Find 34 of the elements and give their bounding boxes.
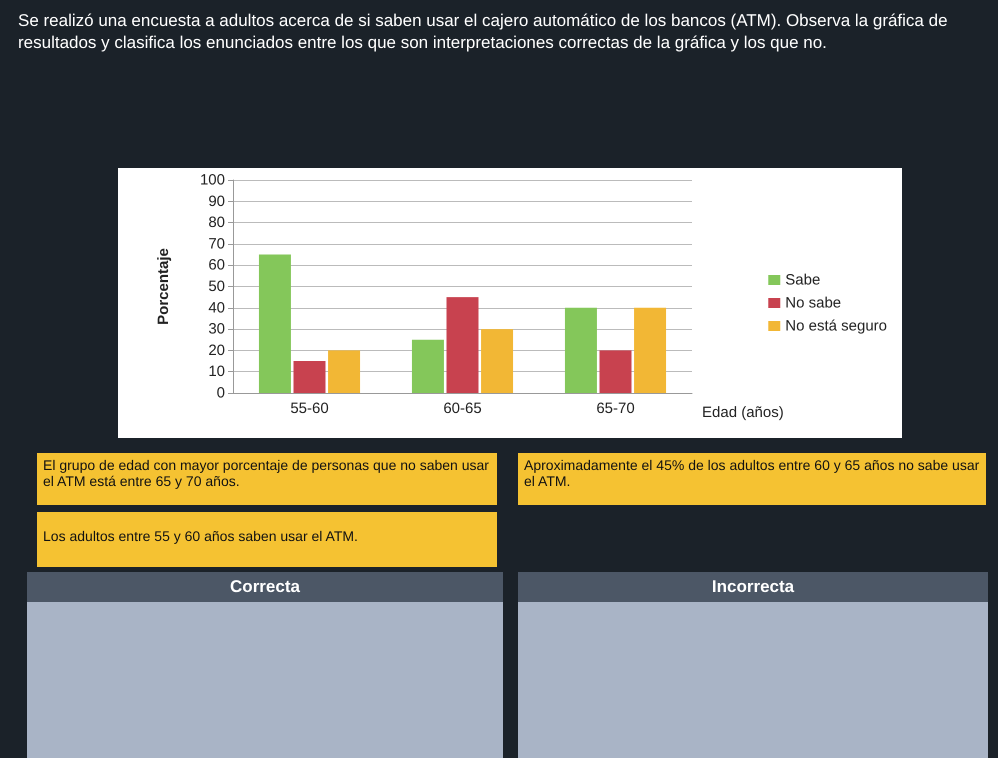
bar	[446, 297, 478, 393]
bar	[294, 361, 326, 393]
y-tick-label: 10	[208, 363, 225, 380]
bar	[634, 308, 666, 393]
y-tick-label: 20	[208, 342, 225, 359]
y-tick-label: 80	[208, 214, 225, 232]
text: El grupo de edad con mayor porcentaje de personas que no saben usar el ATM está entre 65 y 70 años.	[37, 453, 497, 505]
bar	[258, 254, 291, 393]
legend-label: Sabe	[785, 272, 820, 288]
text: Aproximadamente el 45% de los adultos entre 60 y 65 años no sabe usar el ATM.	[518, 453, 986, 505]
y-tick-label: 40	[208, 299, 225, 316]
legend-label: No sabe	[785, 294, 842, 312]
y-tick-label: 0	[216, 384, 225, 402]
bar	[564, 308, 597, 393]
x-tick-label: 60-65	[443, 400, 482, 417]
y-tick-label: 90	[208, 192, 225, 210]
x-axis-title: Edad (años)	[702, 404, 784, 421]
x-tick-label: 55-60	[290, 400, 329, 417]
y-tick-label: 100	[200, 172, 225, 188]
y-tick-label: 70	[208, 235, 225, 252]
chart-title: Se realizó una encuesta a adultos acerca de si saben usar el cajero automático de los bancos (ATM). Observa la gráfica de resultados y clasifica los enunciados entre los que son interpretaciones correctas de la gráfica y los que no.	[18, 10, 949, 54]
bar	[481, 329, 514, 393]
y-tick-label: 30	[208, 320, 225, 338]
text: Incorrecta	[518, 572, 988, 602]
text: Correcta	[27, 572, 503, 602]
y-tick-label: 50	[208, 278, 225, 295]
text: Los adultos entre 55 y 60 años saben usar el ATM.	[37, 512, 497, 567]
bar	[600, 350, 632, 393]
y-tick-label: 60	[208, 256, 225, 274]
bar	[328, 350, 360, 393]
x-tick-label: 65-70	[596, 400, 635, 417]
legend-label: No está seguro	[785, 318, 888, 334]
bar	[412, 340, 444, 393]
y-axis-title: Porcentaje	[155, 248, 172, 325]
